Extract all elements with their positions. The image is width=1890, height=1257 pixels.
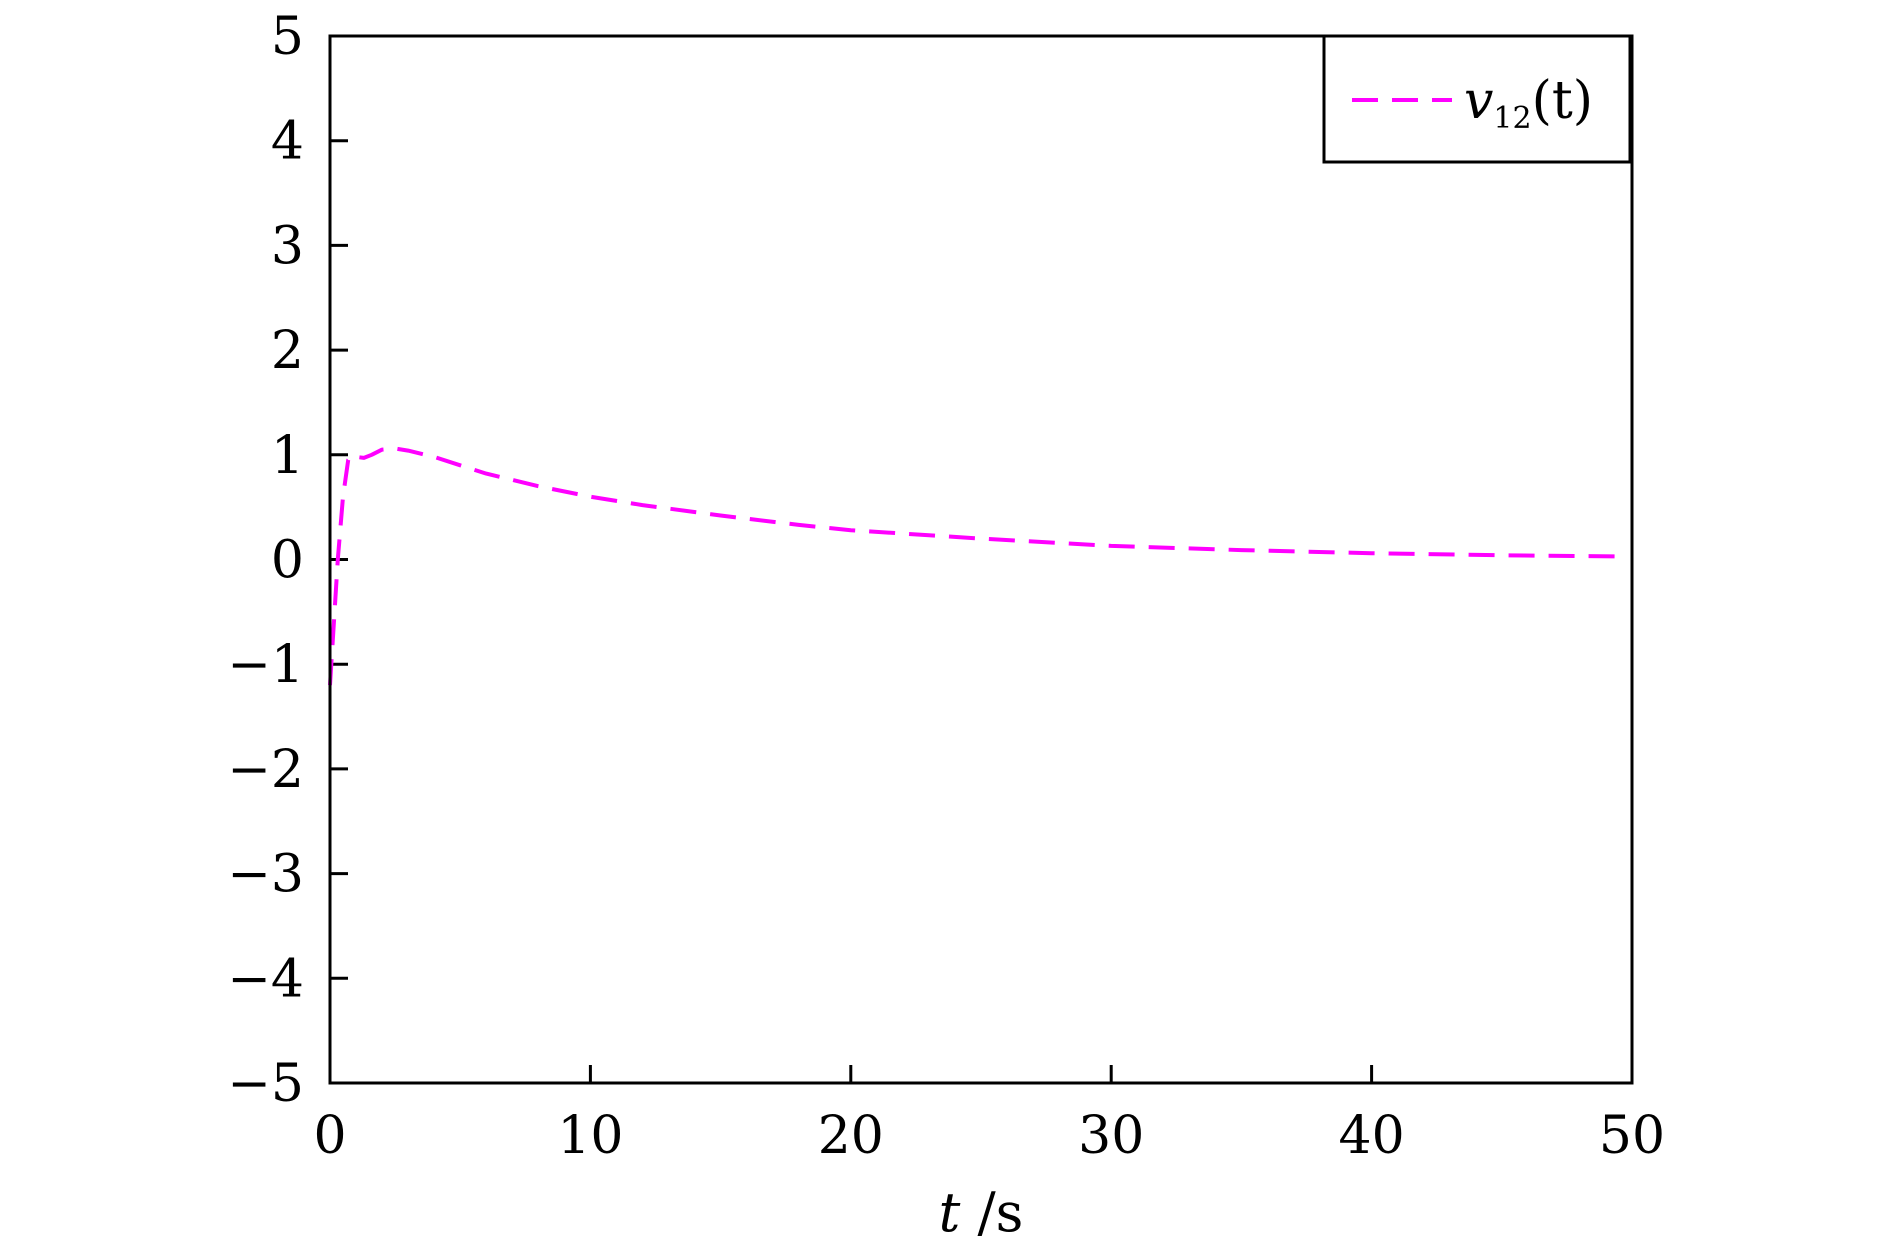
y-tick-label--5: −5 (227, 1054, 304, 1114)
x-tick-label-0: 0 (313, 1106, 346, 1166)
x-axis-label-var: t (939, 1181, 961, 1244)
y-tick-label-2: 2 (271, 321, 304, 381)
y-tick-label-3: 3 (271, 216, 304, 276)
x-tick-labels: 0 10 20 30 40 50 (313, 1106, 1665, 1166)
x-tick-label-20: 20 (818, 1106, 884, 1166)
y-tick-label--4: −4 (227, 949, 304, 1009)
legend-label-sub: 12 (1493, 101, 1531, 136)
y-tick-labels: −5 −4 −3 −2 −1 0 1 2 3 4 5 (227, 7, 304, 1114)
legend-label-base: v (1464, 71, 1493, 131)
legend-label-v12: v12(t) (1464, 71, 1593, 136)
y-tick-label--1: −1 (227, 635, 304, 695)
x-axis-label: t /s (939, 1181, 1024, 1244)
series-line-v12 (328, 446, 1620, 686)
y-tick-label-5: 5 (271, 7, 304, 67)
legend: v12(t) (1322, 34, 1632, 164)
plot-frame (328, 34, 1634, 1085)
series-layer (328, 446, 1620, 686)
ticks-layer (328, 34, 1634, 1085)
y-tick-label-4: 4 (271, 112, 304, 172)
y-tick-label--3: −3 (227, 845, 304, 905)
x-tick-label-40: 40 (1339, 1106, 1405, 1166)
x-tick-label-30: 30 (1078, 1106, 1144, 1166)
x-axis-label-unit: /s (960, 1181, 1023, 1244)
y-tick-label--2: −2 (227, 740, 304, 800)
y-tick-label-1: 1 (271, 426, 304, 486)
x-tick-label-50: 50 (1599, 1106, 1665, 1166)
y-tick-label-0: 0 (271, 531, 304, 591)
legend-label-suffix: (t) (1532, 71, 1593, 131)
x-tick-label-10: 10 (557, 1106, 623, 1166)
